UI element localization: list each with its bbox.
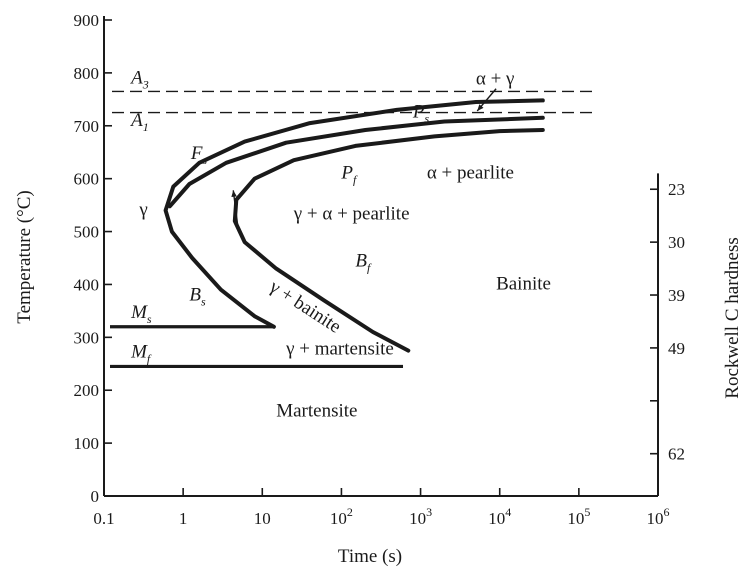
label-b-s: Bs [189, 284, 206, 308]
curve-f-s [163, 98, 545, 329]
y-tick-label: 800 [74, 64, 100, 83]
x-tick-label: 10 [254, 509, 271, 528]
y-tick-label: 400 [74, 275, 100, 294]
axes-layer [103, 16, 659, 497]
label-m-f: Mf [130, 341, 152, 365]
curve-p-s [167, 115, 545, 209]
y-axis-title: Temperature (°C) [14, 190, 35, 323]
x-tick-label: 106 [647, 505, 670, 528]
region-label: γ + α + pearlite [293, 203, 410, 224]
y-tick-label: 200 [74, 381, 100, 400]
x-axis-title: Time (s) [338, 546, 402, 567]
reference-lines-layer [110, 90, 598, 369]
x-tick-label: 1 [179, 509, 188, 528]
label-m-s: Ms [130, 302, 152, 326]
label-p-f: Pf [340, 163, 358, 187]
arrow-gamma-alpha-pearlite-head [231, 190, 237, 198]
labels-layer: Fs Ps Pf Bf Bs Ms Mf A3 A1 [129, 67, 429, 365]
y2-tick-label: 30 [668, 233, 685, 252]
ticks-layer: 0 100 200 300 400 500 600 700 800 900 0.1 1 10 102 103… [74, 11, 686, 528]
y2-tick-label: 39 [668, 286, 685, 305]
y-tick-label: 700 [74, 117, 100, 136]
label-a-1: A1 [129, 110, 149, 134]
y-tick-label: 300 [74, 328, 100, 347]
y2-tick-label: 49 [668, 339, 685, 358]
x-tick-label: 103 [409, 505, 432, 528]
y-tick-label: 0 [91, 487, 100, 506]
region-label: Bainite [496, 274, 551, 295]
curve-p-f [232, 128, 545, 353]
y-tick-label: 100 [74, 434, 100, 453]
label-p-s: Ps [412, 101, 430, 125]
x-tick-label: 105 [567, 505, 590, 528]
y-tick-label: 600 [74, 170, 100, 189]
y-tick-label: 500 [74, 223, 100, 242]
label-b-f: Bf [355, 250, 372, 274]
arrow-alpha-gamma-head [477, 104, 484, 111]
label-f-s: Fs [190, 143, 208, 167]
curves-layer [163, 98, 545, 353]
region-label: γ [138, 200, 147, 221]
x-tick-label: 102 [330, 505, 353, 528]
y2-axis-title: Rockwell C hardness [722, 237, 743, 398]
y-tick-label: 900 [74, 11, 100, 30]
arrow-gamma-alpha-pearlite [232, 190, 240, 232]
label-a-3: A3 [129, 67, 149, 91]
region-label: α + γ [476, 69, 515, 90]
region-label: Martensite [276, 401, 357, 422]
x-tick-label: 104 [488, 505, 511, 528]
region-label: γ + martensite [285, 338, 394, 359]
y2-tick-label: 23 [668, 180, 685, 199]
region-label: α + pearlite [427, 163, 514, 184]
y2-tick-label: 62 [668, 445, 685, 464]
x-tick-label: 0.1 [93, 509, 114, 528]
